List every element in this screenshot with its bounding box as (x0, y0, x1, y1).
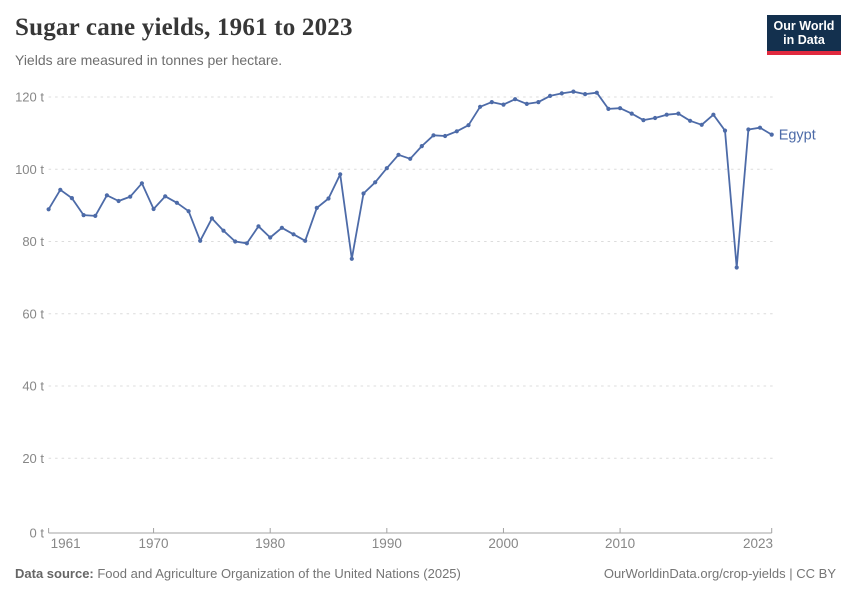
data-point-marker (419, 144, 424, 149)
data-point-marker (326, 196, 331, 201)
data-point-marker (653, 115, 658, 121)
data-point-marker (548, 93, 553, 98)
data-point-marker (256, 224, 261, 229)
data-point-marker (291, 232, 296, 237)
data-point-marker (618, 106, 623, 111)
data-point-marker (163, 194, 168, 199)
data-point-marker (466, 123, 471, 128)
data-point-marker (349, 256, 354, 261)
data-point-marker (606, 106, 611, 111)
x-axis-tick-label: 1961 (51, 536, 81, 551)
data-point-marker (233, 239, 238, 244)
data-point-marker (396, 152, 401, 157)
data-point-marker (594, 90, 599, 95)
data-point-marker (431, 133, 436, 138)
data-point-marker (571, 89, 576, 94)
data-point-marker (104, 193, 109, 198)
data-point-marker (454, 129, 459, 134)
data-point-marker (769, 132, 774, 137)
data-point-marker (501, 102, 506, 107)
data-point-marker (151, 206, 156, 212)
data-point-marker (209, 216, 214, 221)
data-point-marker (314, 205, 319, 210)
y-axis-tick-label: 100 t (15, 162, 44, 177)
data-point-marker (116, 198, 121, 204)
owid-logo-line1: Our World (773, 19, 835, 33)
line-series-egypt (47, 90, 773, 269)
data-point-marker (757, 125, 763, 130)
data-point-marker (244, 241, 249, 246)
data-point-marker (629, 111, 634, 116)
data-point-marker (688, 118, 693, 123)
data-point-marker (443, 133, 448, 139)
y-axis-tick-label: 80 t (22, 234, 44, 249)
data-point-marker (46, 207, 51, 212)
series-label-egypt: Egypt (779, 128, 816, 144)
data-point-marker (303, 238, 308, 243)
chart-subtitle: Yields are measured in tonnes per hectar… (15, 52, 283, 68)
data-point-marker (664, 112, 669, 117)
x-axis-tick-label: 1980 (255, 536, 285, 551)
data-point-marker (583, 92, 588, 97)
data-point-marker (81, 213, 86, 218)
x-axis-tick-label: 2000 (488, 536, 518, 551)
data-point-marker (699, 122, 704, 127)
x-axis-tick-label: 1990 (372, 536, 402, 551)
data-point-marker (746, 127, 751, 132)
data-point-marker (641, 118, 646, 123)
data-point-marker (279, 225, 284, 230)
data-point-marker (268, 235, 273, 240)
data-point-marker (384, 166, 389, 171)
data-point-marker (128, 194, 133, 199)
data-point-marker (722, 128, 728, 133)
y-axis-tick-label: 0 t (30, 526, 45, 541)
data-point-marker (536, 100, 541, 105)
data-point-marker (373, 180, 378, 185)
x-axis-tick-label: 2010 (605, 536, 635, 551)
data-source-text: Food and Agriculture Organization of the… (93, 566, 461, 581)
data-point-marker (338, 172, 343, 177)
y-axis-tick-label: 40 t (22, 379, 44, 394)
data-source-label: Data source: (15, 566, 94, 581)
y-axis-tick-label: 60 t (22, 306, 44, 321)
data-point-marker (58, 187, 63, 192)
data-point-marker (734, 265, 739, 270)
data-point-marker (711, 112, 716, 117)
x-axis-tick-label: 1970 (139, 536, 169, 551)
data-point-marker (524, 101, 529, 106)
data-source-note: Data source: Food and Agriculture Organi… (15, 566, 461, 581)
data-point-marker (198, 238, 203, 243)
data-point-marker (174, 200, 179, 205)
data-point-marker (676, 111, 681, 116)
attribution-link[interactable]: OurWorldinData.org/crop-yields | CC BY (603, 566, 836, 581)
y-axis-tick-label: 20 t (22, 451, 44, 466)
data-point-marker (513, 97, 518, 102)
data-point-marker (489, 100, 494, 105)
data-point-marker (93, 213, 98, 218)
owid-logo-line2: in Data (783, 33, 825, 47)
data-point-marker (408, 156, 413, 161)
owid-logo[interactable]: Our World in Data (767, 15, 841, 55)
x-axis-tick-label: 2023 (743, 536, 773, 551)
y-axis-tick-label: 120 t (15, 90, 44, 105)
chart-footer: Data source: Food and Agriculture Organi… (15, 566, 836, 581)
data-point-marker (361, 191, 366, 196)
data-point-marker (221, 228, 226, 233)
data-point-marker (186, 209, 191, 214)
data-point-marker (559, 91, 564, 96)
data-point-marker (69, 196, 74, 201)
data-point-marker (478, 104, 483, 109)
data-point-marker (139, 181, 144, 186)
page-title: Sugar cane yields, 1961 to 2023 (15, 14, 353, 41)
